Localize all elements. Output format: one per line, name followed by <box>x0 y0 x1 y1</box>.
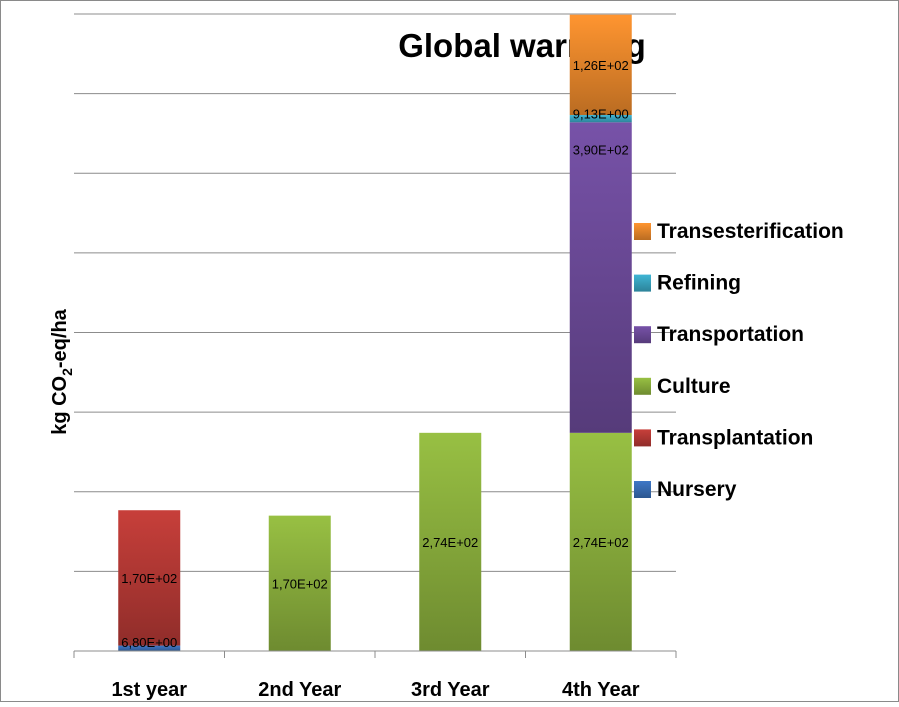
data-label: 1,26E+02 <box>573 58 629 73</box>
data-label: 2,74E+02 <box>573 535 629 550</box>
legend-item-refining: Refining <box>634 272 741 295</box>
legend-item-transplantation: Transplantation <box>634 426 813 449</box>
data-labels: 6,80E+00 1,70E+02 1,70E+02 2,74E+02 2,74E+02… <box>121 58 629 650</box>
legend-item-transportation: Transportation <box>634 323 804 346</box>
data-label: 9,13E+00 <box>573 106 629 121</box>
legend: Transesterification Refining Transportatio… <box>634 220 844 501</box>
legend-label: Transplantation <box>657 426 813 449</box>
x-axis: 1st year 2nd Year 3rd Year 4th Year <box>73 650 677 701</box>
legend-swatch <box>634 429 651 447</box>
data-label: 3,90E+02 <box>573 142 629 157</box>
data-label: 6,80E+00 <box>121 635 177 650</box>
legend-item-culture: Culture <box>634 375 731 398</box>
legend-label: Nursery <box>657 478 737 501</box>
legend-label: Transportation <box>657 323 804 346</box>
bar-culture-3rd-year <box>419 432 482 651</box>
bar-nursery-1st-year <box>118 645 181 651</box>
data-label: 1,70E+02 <box>121 571 177 586</box>
legend-swatch <box>634 481 651 498</box>
x-tick-label: 2nd Year <box>258 679 341 701</box>
bar-culture-2nd-year <box>268 515 331 651</box>
data-label: 1,70E+02 <box>272 576 328 591</box>
legend-swatch <box>634 274 651 292</box>
legend-swatch <box>634 377 651 395</box>
legend-label: Transesterification <box>657 220 844 243</box>
data-label: 2,74E+02 <box>422 535 478 550</box>
bar-culture-4th-year <box>569 432 632 651</box>
bar-transplantation-1st-year <box>118 510 181 646</box>
legend-item-nursery: Nursery <box>634 478 737 501</box>
y-axis-label: kg CO2-eq/ha <box>49 308 75 434</box>
legend-item-transesterification: Transesterification <box>634 220 844 243</box>
bars <box>118 14 632 651</box>
legend-label: Refining <box>657 272 741 295</box>
bar-transesterification-4th-year <box>569 14 632 116</box>
legend-label: Culture <box>657 375 731 398</box>
x-tick-label: 4th Year <box>562 679 640 701</box>
bar-refining-4th-year <box>569 115 632 123</box>
legend-swatch <box>634 326 651 344</box>
bar-transportation-4th-year <box>569 122 632 433</box>
x-tick-label: 3rd Year <box>411 679 490 701</box>
x-tick-label: 1st year <box>111 679 187 701</box>
legend-swatch <box>634 223 651 240</box>
